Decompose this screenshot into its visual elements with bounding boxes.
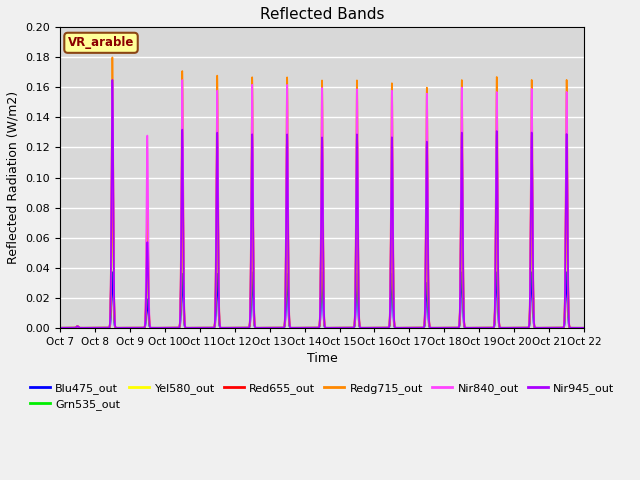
Blu475_out <box>580 325 588 331</box>
Nir840_out <box>150 325 158 331</box>
Red655_out <box>580 325 588 331</box>
Redg715_out <box>440 325 447 331</box>
Redg715_out <box>580 325 588 331</box>
Yel580_out <box>410 325 418 331</box>
Grn535_out <box>56 325 64 331</box>
Grn535_out <box>410 325 418 331</box>
Title: Reflected Bands: Reflected Bands <box>260 7 384 22</box>
Yel580_out <box>580 325 588 331</box>
Line: Nir945_out: Nir945_out <box>60 80 584 328</box>
Grn535_out <box>469 325 477 331</box>
Grn535_out <box>109 158 116 164</box>
Redg715_out <box>150 325 158 331</box>
X-axis label: Time: Time <box>307 352 337 365</box>
Blu475_out <box>302 325 310 331</box>
Red655_out <box>440 325 447 331</box>
Redg715_out <box>109 54 116 60</box>
Grn535_out <box>303 325 310 331</box>
Red655_out <box>150 325 158 331</box>
Yel580_out <box>440 325 447 331</box>
Yel580_out <box>580 325 588 331</box>
Red655_out <box>410 325 418 331</box>
Nir840_out <box>440 325 447 331</box>
Nir840_out <box>56 325 64 331</box>
Nir945_out <box>410 325 418 331</box>
Line: Grn535_out: Grn535_out <box>60 161 584 328</box>
Legend: Blu475_out, Grn535_out, Yel580_out, Red655_out, Redg715_out, Nir840_out, Nir945_: Blu475_out, Grn535_out, Yel580_out, Red6… <box>25 378 619 415</box>
Nir840_out <box>580 325 588 331</box>
Yel580_out <box>56 325 64 331</box>
Nir840_out <box>179 77 186 83</box>
Blu475_out <box>469 325 477 331</box>
Yel580_out <box>213 152 221 158</box>
Line: Nir840_out: Nir840_out <box>60 80 584 328</box>
Y-axis label: Reflected Radiation (W/m2): Reflected Radiation (W/m2) <box>7 91 20 264</box>
Yel580_out <box>303 325 310 331</box>
Grn535_out <box>580 325 588 331</box>
Blu475_out <box>563 269 570 275</box>
Line: Yel580_out: Yel580_out <box>60 155 584 328</box>
Redg715_out <box>469 325 477 331</box>
Nir945_out <box>440 325 447 331</box>
Blu475_out <box>580 325 588 331</box>
Redg715_out <box>580 325 588 331</box>
Red655_out <box>109 122 116 128</box>
Redg715_out <box>303 325 310 331</box>
Nir840_out <box>469 325 477 331</box>
Blu475_out <box>410 325 418 331</box>
Blu475_out <box>440 325 447 331</box>
Grn535_out <box>440 325 447 331</box>
Red655_out <box>580 325 588 331</box>
Redg715_out <box>56 325 64 331</box>
Red655_out <box>469 325 477 331</box>
Yel580_out <box>469 325 477 331</box>
Nir945_out <box>56 325 64 331</box>
Line: Red655_out: Red655_out <box>60 125 584 328</box>
Blu475_out <box>56 325 64 331</box>
Nir945_out <box>109 77 116 83</box>
Nir840_out <box>410 325 418 331</box>
Red655_out <box>303 325 310 331</box>
Line: Blu475_out: Blu475_out <box>60 272 584 328</box>
Grn535_out <box>580 325 588 331</box>
Text: VR_arable: VR_arable <box>68 36 134 49</box>
Redg715_out <box>410 325 418 331</box>
Yel580_out <box>150 325 158 331</box>
Nir945_out <box>580 325 588 331</box>
Nir945_out <box>150 325 158 331</box>
Line: Redg715_out: Redg715_out <box>60 57 584 328</box>
Nir840_out <box>580 325 588 331</box>
Nir945_out <box>469 325 477 331</box>
Nir945_out <box>303 325 310 331</box>
Red655_out <box>56 325 64 331</box>
Grn535_out <box>150 325 158 331</box>
Nir840_out <box>303 325 310 331</box>
Blu475_out <box>150 325 158 331</box>
Nir945_out <box>580 325 588 331</box>
